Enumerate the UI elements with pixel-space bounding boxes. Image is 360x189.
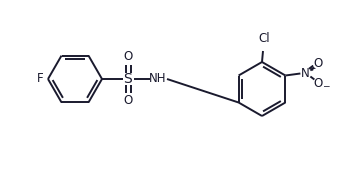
Text: O: O (123, 94, 132, 108)
Text: O: O (314, 77, 323, 90)
Text: +: + (308, 64, 315, 73)
Text: O: O (123, 50, 132, 64)
Text: NH: NH (149, 73, 167, 85)
Text: Cl: Cl (258, 32, 270, 45)
Text: F: F (37, 73, 44, 85)
Text: −: − (321, 81, 329, 90)
Text: O: O (314, 57, 323, 70)
Text: S: S (123, 72, 132, 86)
Text: N: N (301, 67, 310, 80)
